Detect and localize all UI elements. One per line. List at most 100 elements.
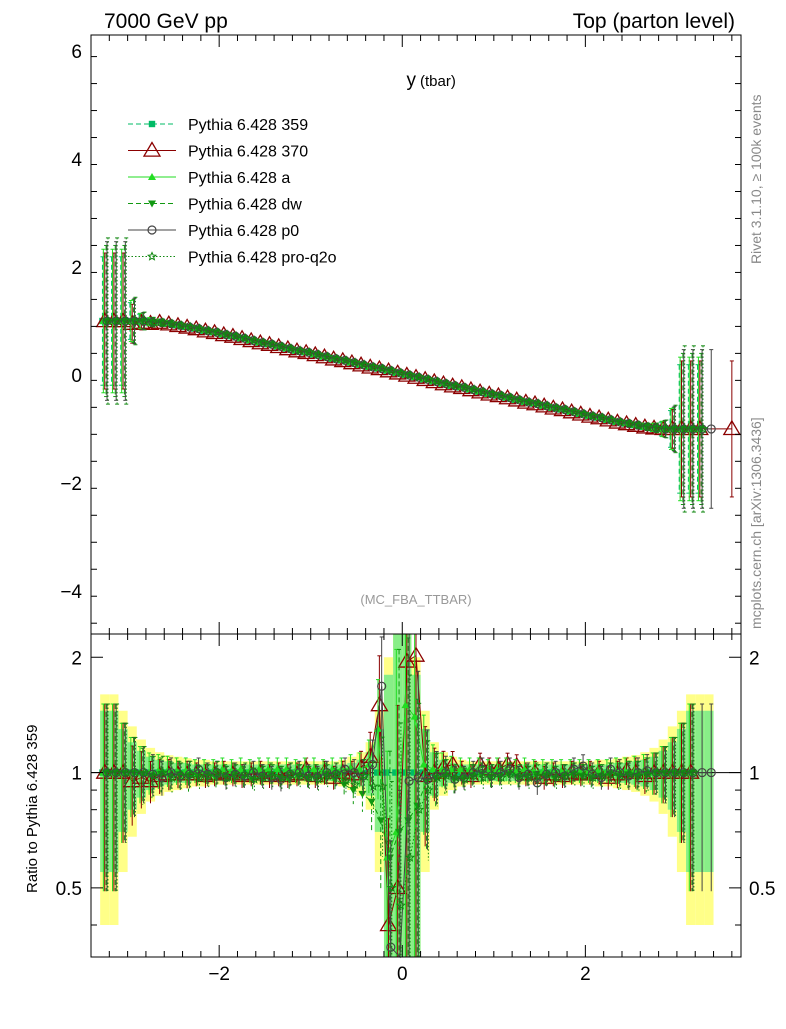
ratio-y-tick-label-left: 1 bbox=[71, 764, 82, 785]
legend-marker bbox=[147, 251, 157, 261]
ratio-point bbox=[236, 765, 245, 773]
main-point bbox=[395, 367, 406, 378]
main-point bbox=[331, 353, 342, 364]
ratio-point bbox=[487, 770, 498, 781]
ratio-point bbox=[450, 772, 461, 782]
ratio-series-2 bbox=[102, 637, 697, 957]
main-point bbox=[532, 398, 542, 409]
ratio-point bbox=[505, 768, 516, 779]
legend-marker bbox=[142, 141, 162, 157]
ratio-point bbox=[652, 767, 663, 777]
ratio-point bbox=[401, 701, 410, 709]
ratio-ref-point bbox=[401, 769, 408, 776]
main-point bbox=[569, 407, 579, 417]
ratio-point bbox=[706, 767, 716, 778]
main-point bbox=[377, 363, 388, 373]
legend-marker bbox=[148, 173, 156, 180]
ratio-point bbox=[331, 768, 342, 779]
main-point bbox=[706, 424, 716, 434]
ratio-point bbox=[121, 767, 132, 777]
main-point bbox=[679, 423, 690, 434]
main-point bbox=[652, 422, 663, 433]
main-point bbox=[688, 423, 699, 434]
ratio-point bbox=[264, 765, 273, 773]
main-point bbox=[505, 392, 516, 402]
ratio-point bbox=[438, 765, 447, 773]
ratio-point bbox=[615, 770, 626, 781]
ratio-point bbox=[139, 767, 150, 777]
ratio-plot-data bbox=[95, 633, 716, 959]
ratio-point bbox=[542, 768, 553, 779]
ratio-point bbox=[688, 767, 699, 777]
main-point bbox=[569, 406, 580, 416]
main-point bbox=[313, 349, 324, 359]
legend-label: Pythia 6.428 a bbox=[188, 170, 290, 187]
ratio-point bbox=[679, 767, 690, 777]
ratio-point bbox=[102, 767, 113, 777]
ratio-point bbox=[341, 775, 352, 786]
main-point bbox=[203, 325, 214, 336]
ratio-point bbox=[404, 776, 414, 786]
ratio-point bbox=[606, 768, 617, 779]
main-point bbox=[441, 378, 452, 388]
legend-label: Pythia 6.428 p0 bbox=[188, 223, 299, 240]
ratio-point bbox=[578, 770, 590, 781]
ratio-point bbox=[367, 798, 376, 806]
legend-label: Pythia 6.428 370 bbox=[188, 144, 308, 161]
ratio-point bbox=[423, 784, 434, 795]
ratio-point bbox=[419, 760, 428, 768]
main-point bbox=[386, 365, 397, 375]
main-point bbox=[560, 404, 571, 414]
ratio-point bbox=[185, 768, 196, 779]
ratio-point bbox=[240, 768, 251, 779]
ratio-band-inner bbox=[374, 728, 384, 832]
main-point bbox=[469, 384, 480, 394]
main-point bbox=[194, 323, 205, 333]
ratio-point bbox=[194, 772, 205, 782]
analysis-label: (MC_FBA_TTBAR) bbox=[360, 592, 471, 607]
main-point bbox=[176, 319, 187, 330]
ratio-point bbox=[377, 781, 388, 791]
ratio-point bbox=[395, 828, 404, 836]
side-label-bottom: mcplots.cern.ch [arXiv:1306.3436] bbox=[748, 417, 764, 629]
ratio-point bbox=[285, 768, 297, 779]
ratio-point bbox=[361, 747, 380, 763]
legend-marker bbox=[148, 200, 156, 208]
ratio-band-inner bbox=[704, 710, 714, 873]
ratio-y-tick-label-left: 2 bbox=[71, 648, 82, 669]
ratio-point bbox=[386, 942, 396, 952]
ratio-point bbox=[395, 900, 406, 910]
ratio-point bbox=[313, 774, 324, 784]
main-point bbox=[258, 337, 269, 347]
ratio-point bbox=[441, 770, 452, 781]
ratio-point bbox=[176, 770, 187, 781]
main-point bbox=[670, 423, 681, 434]
main-point bbox=[496, 390, 507, 400]
legend-entry: Pythia 6.428 p0 bbox=[128, 223, 299, 240]
main-point bbox=[578, 408, 590, 419]
main-point bbox=[322, 351, 333, 361]
legend-marker bbox=[148, 120, 156, 128]
ratio-point bbox=[377, 681, 387, 691]
main-point bbox=[432, 376, 443, 386]
main-point bbox=[551, 402, 562, 413]
ratio-point bbox=[221, 772, 233, 782]
ratio-point bbox=[157, 773, 167, 783]
ratio-ref-point bbox=[273, 769, 280, 776]
main-point bbox=[414, 371, 425, 382]
ratio-point bbox=[432, 772, 443, 782]
ratio-point bbox=[130, 767, 141, 777]
ratio-point bbox=[276, 772, 287, 782]
ratio-ref-point bbox=[410, 769, 417, 776]
main-y-tick-label: −2 bbox=[60, 474, 82, 495]
ratio-point bbox=[203, 770, 214, 781]
ratio-band-inner bbox=[695, 710, 705, 873]
ratio-point bbox=[697, 767, 707, 778]
legend-entry: Pythia 6.428 a bbox=[128, 170, 290, 187]
ratio-point bbox=[231, 770, 242, 781]
main-point bbox=[661, 423, 672, 434]
header-left: 7000 GeV pp bbox=[104, 10, 228, 33]
ratio-y-tick-label-right: 2 bbox=[749, 648, 760, 669]
ratio-point bbox=[269, 764, 288, 781]
legend-label: Pythia 6.428 dw bbox=[188, 197, 302, 214]
